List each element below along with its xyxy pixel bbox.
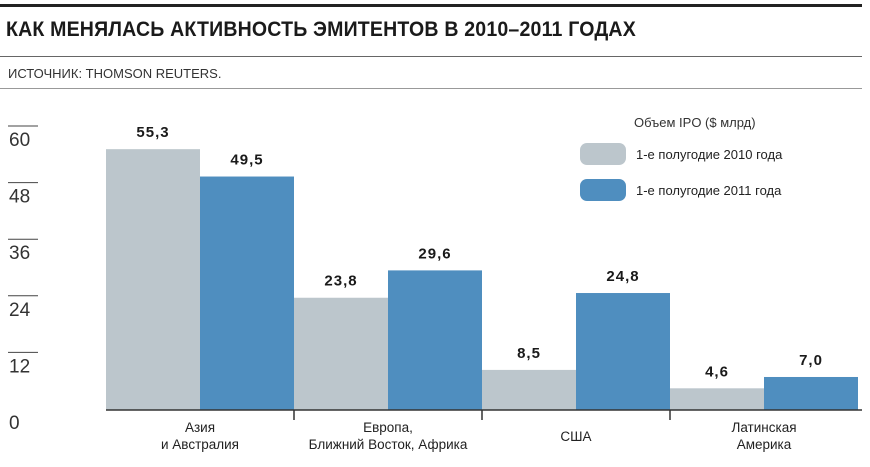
data-label: 23,8 xyxy=(324,273,357,290)
legend-title: Объем IPO ($ млрд) xyxy=(634,115,756,130)
bar-2010 xyxy=(294,297,388,410)
category-label: США xyxy=(560,429,591,444)
y-tick-label: 60 xyxy=(9,130,30,151)
legend-item-2010: 1-е полугодие 2010 года xyxy=(580,143,782,165)
category-label-line: Латинская xyxy=(731,420,796,435)
bar-2010 xyxy=(482,369,576,410)
legend-item-2011: 1-е полугодие 2011 года xyxy=(580,179,781,201)
category-label-line: США xyxy=(560,429,591,444)
source-divider xyxy=(0,88,862,89)
data-label: 55,3 xyxy=(136,124,169,141)
bar-2010 xyxy=(106,149,200,410)
bar-2011 xyxy=(200,176,294,410)
category-label-line: Азия xyxy=(185,420,215,435)
y-tick-label: 24 xyxy=(9,300,31,321)
data-label: 8,5 xyxy=(517,345,541,362)
category-label-line: Ближний Восток, Африка xyxy=(309,437,468,452)
bar-2011 xyxy=(576,293,670,410)
legend-swatch-2011 xyxy=(580,179,626,201)
category-label: Европа, Ближний Восток, Африка xyxy=(309,420,468,452)
category-label-line: и Австралия xyxy=(161,437,239,452)
category-label: Азия и Австралия xyxy=(161,420,239,452)
data-label: 24,8 xyxy=(606,268,639,285)
top-rule xyxy=(0,4,862,7)
bar-2010 xyxy=(670,388,764,410)
chart-source: ИСТОЧНИК: THOMSON REUTERS. xyxy=(8,66,222,81)
bar-2011 xyxy=(764,376,858,410)
data-label: 29,6 xyxy=(418,245,451,262)
category-label-line: Европа, xyxy=(363,420,413,435)
category-label-line: Америка xyxy=(737,437,792,452)
y-tick-label: 36 xyxy=(9,243,30,264)
chart-title: КАК МЕНЯЛАСЬ АКТИВНОСТЬ ЭМИТЕНТОВ В 2010… xyxy=(6,18,636,41)
y-tick-label: 48 xyxy=(9,187,30,208)
data-label: 4,6 xyxy=(705,363,729,380)
legend-label-2011: 1-е полугодие 2011 года xyxy=(636,182,782,198)
bar-2011 xyxy=(388,270,482,410)
y-tick-label: 0 xyxy=(9,413,20,434)
y-tick-label: 12 xyxy=(9,356,30,377)
data-label: 49,5 xyxy=(230,152,263,169)
legend-label-2010: 1-е полугодие 2010 года xyxy=(636,146,783,162)
category-label: Латинская Америка xyxy=(731,420,796,452)
legend-swatch-2010 xyxy=(580,143,626,165)
title-divider xyxy=(0,56,862,57)
data-label: 7,0 xyxy=(799,352,823,369)
